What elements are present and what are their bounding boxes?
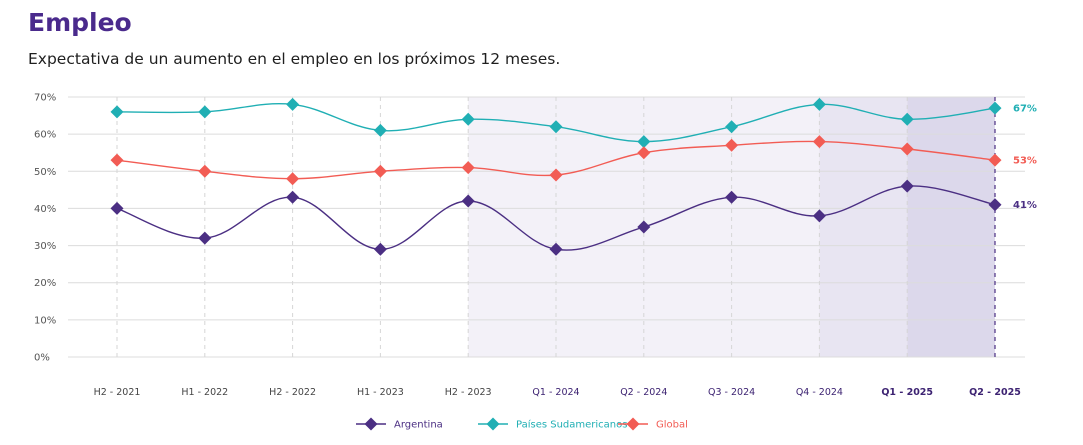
data-point-sudamerica bbox=[725, 120, 739, 134]
data-point-sudamerica bbox=[988, 101, 1002, 115]
data-point-argentina bbox=[373, 242, 387, 256]
data-point-sudamerica bbox=[110, 105, 124, 119]
legend-label: Global bbox=[656, 420, 688, 431]
data-point-argentina bbox=[812, 209, 826, 223]
x-tick-label: Q3 - 2024 bbox=[708, 387, 755, 398]
data-point-sudamerica bbox=[373, 123, 387, 137]
end-value-label-global: 53% bbox=[1013, 156, 1037, 167]
legend-marker bbox=[626, 417, 640, 431]
y-tick-label: 10% bbox=[34, 315, 56, 326]
x-tick-label: Q1 - 2025 bbox=[881, 387, 933, 398]
legend-item-global: Global bbox=[618, 417, 688, 431]
data-point-sudamerica bbox=[900, 112, 914, 126]
data-point-global bbox=[637, 146, 651, 160]
data-point-sudamerica bbox=[286, 97, 300, 111]
data-point-argentina bbox=[988, 198, 1002, 212]
data-point-argentina bbox=[461, 194, 475, 208]
x-tick-label: H2 - 2023 bbox=[445, 387, 492, 398]
end-value-label-argentina: 41% bbox=[1013, 200, 1037, 211]
x-tick-label: H1 - 2022 bbox=[181, 387, 228, 398]
shade-region-2025 bbox=[907, 97, 995, 357]
legend-item-argentina: Argentina bbox=[356, 417, 443, 431]
data-point-global bbox=[900, 142, 914, 156]
end-value-label-sudamerica: 67% bbox=[1013, 104, 1037, 115]
x-tick-label: Q4 - 2024 bbox=[796, 387, 843, 398]
y-tick-label: 40% bbox=[34, 204, 56, 215]
x-tick-label: Q2 - 2024 bbox=[620, 387, 667, 398]
y-tick-label: 70% bbox=[34, 93, 56, 104]
legend-item-sudamerica: Países Sudamericanos bbox=[478, 417, 627, 431]
y-tick-label: 0% bbox=[34, 353, 50, 364]
data-point-global bbox=[373, 164, 387, 178]
data-point-sudamerica bbox=[198, 105, 212, 119]
data-point-argentina bbox=[900, 179, 914, 193]
legend-label: Argentina bbox=[394, 420, 443, 431]
x-tick-label: H2 - 2021 bbox=[94, 387, 141, 398]
data-point-sudamerica bbox=[549, 120, 563, 134]
data-point-argentina bbox=[725, 190, 739, 204]
data-point-global bbox=[725, 138, 739, 152]
y-tick-label: 20% bbox=[34, 278, 56, 289]
x-tick-label: Q1 - 2024 bbox=[532, 387, 579, 398]
data-point-sudamerica bbox=[812, 97, 826, 111]
data-point-argentina bbox=[110, 201, 124, 215]
x-tick-label: Q2 - 2025 bbox=[969, 387, 1021, 398]
data-point-argentina bbox=[286, 190, 300, 204]
y-tick-label: 50% bbox=[34, 167, 56, 178]
x-tick-label: H1 - 2023 bbox=[357, 387, 404, 398]
data-point-global bbox=[549, 168, 563, 182]
chart-subtitle: Expectativa de un aumento en el empleo e… bbox=[28, 50, 561, 68]
y-tick-label: 60% bbox=[34, 130, 56, 141]
data-point-sudamerica bbox=[461, 112, 475, 126]
data-point-argentina bbox=[637, 220, 651, 234]
data-point-global bbox=[110, 153, 124, 167]
data-point-sudamerica bbox=[637, 135, 651, 149]
legend-label: Países Sudamericanos bbox=[516, 419, 627, 431]
legend-marker bbox=[486, 417, 500, 431]
data-point-global bbox=[286, 172, 300, 186]
chart-title: Empleo bbox=[28, 8, 132, 37]
shade-region-late-2024 bbox=[819, 97, 908, 357]
x-tick-label: H2 - 2022 bbox=[269, 387, 316, 398]
data-point-global bbox=[198, 164, 212, 178]
data-point-global bbox=[988, 153, 1002, 167]
data-point-global bbox=[812, 135, 826, 149]
legend-marker bbox=[364, 417, 378, 431]
data-point-global bbox=[461, 161, 475, 175]
series-line-argentina bbox=[116, 185, 996, 251]
data-point-argentina bbox=[198, 231, 212, 245]
y-tick-label: 30% bbox=[34, 241, 56, 252]
data-point-argentina bbox=[549, 242, 563, 256]
